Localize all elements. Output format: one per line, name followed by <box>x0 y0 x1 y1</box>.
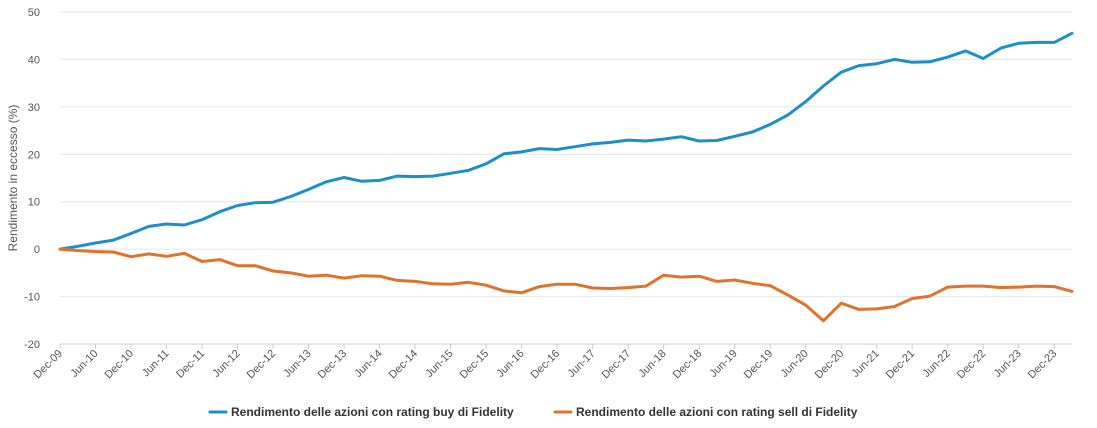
x-tick-label: Jun-12 <box>210 348 242 380</box>
x-tick-label: Jun-21 <box>850 348 882 380</box>
y-axis-title: Rendimento in eccesso (%) <box>6 105 20 252</box>
x-tick-label: Dec-16 <box>529 348 563 382</box>
x-tick-label: Jun-19 <box>708 348 740 380</box>
x-tick-label: Jun-20 <box>779 348 811 380</box>
x-tick-label: Dec-17 <box>600 348 634 382</box>
x-tick-label: Dec-12 <box>245 348 279 382</box>
y-tick-label: 0 <box>34 244 40 256</box>
x-tick-label: Jun-23 <box>992 348 1024 380</box>
legend-label: Rendimento delle azioni con rating sell … <box>576 405 858 419</box>
x-tick-label: Jun-18 <box>636 348 668 380</box>
legend[interactable]: Rendimento delle azioni con rating buy d… <box>208 405 858 419</box>
plot-area <box>58 31 1074 323</box>
y-tick-label: 50 <box>28 7 40 19</box>
legend-item-sell[interactable]: Rendimento delle azioni con rating sell … <box>553 405 858 419</box>
x-tick-label: Jun-13 <box>281 348 313 380</box>
x-tick-label: Jun-15 <box>423 348 455 380</box>
x-tick-label: Dec-21 <box>884 348 918 382</box>
y-axis: -20 -10 0 10 20 30 40 50 <box>24 7 40 351</box>
series-line-sell <box>58 247 1074 323</box>
legend-item-buy[interactable]: Rendimento delle azioni con rating buy d… <box>208 405 514 419</box>
x-tick-label: Dec-23 <box>1026 348 1060 382</box>
series-line-buy <box>58 31 1074 251</box>
x-tick-label: Jun-22 <box>921 348 953 380</box>
x-tick-label: Jun-10 <box>68 348 100 380</box>
x-tick-label: Jun-16 <box>494 348 526 380</box>
x-tick-label: Dec-14 <box>387 348 421 382</box>
x-tick-label: Dec-15 <box>458 348 492 382</box>
gridlines <box>60 11 1072 345</box>
x-tick-label: Jun-11 <box>140 348 172 380</box>
x-tick-label: Dec-11 <box>174 348 207 381</box>
x-tick-label: Dec-22 <box>955 348 989 382</box>
y-tick-label: 30 <box>28 102 40 114</box>
x-tick-label: Dec-20 <box>813 348 847 382</box>
y-tick-label: 10 <box>28 197 40 209</box>
x-tick-label: Jun-17 <box>565 348 597 380</box>
x-tick-label: Dec-13 <box>316 348 350 382</box>
x-tick-label: Dec-09 <box>32 348 66 382</box>
x-tick-label: Dec-19 <box>742 348 776 382</box>
y-tick-label: -20 <box>24 339 40 351</box>
y-tick-label: -10 <box>24 292 40 304</box>
x-axis: Dec-09 Jun-10 Dec-10 Jun-11 Dec-11 Jun-12 Dec-… <box>32 343 1072 382</box>
x-tick-label: Dec-10 <box>103 348 137 382</box>
y-tick-label: 40 <box>28 54 40 66</box>
x-tick-label: Dec-18 <box>671 348 705 382</box>
y-tick-label: 20 <box>28 149 40 161</box>
x-tick-label: Jun-14 <box>352 348 384 380</box>
legend-label: Rendimento delle azioni con rating buy d… <box>231 405 514 419</box>
